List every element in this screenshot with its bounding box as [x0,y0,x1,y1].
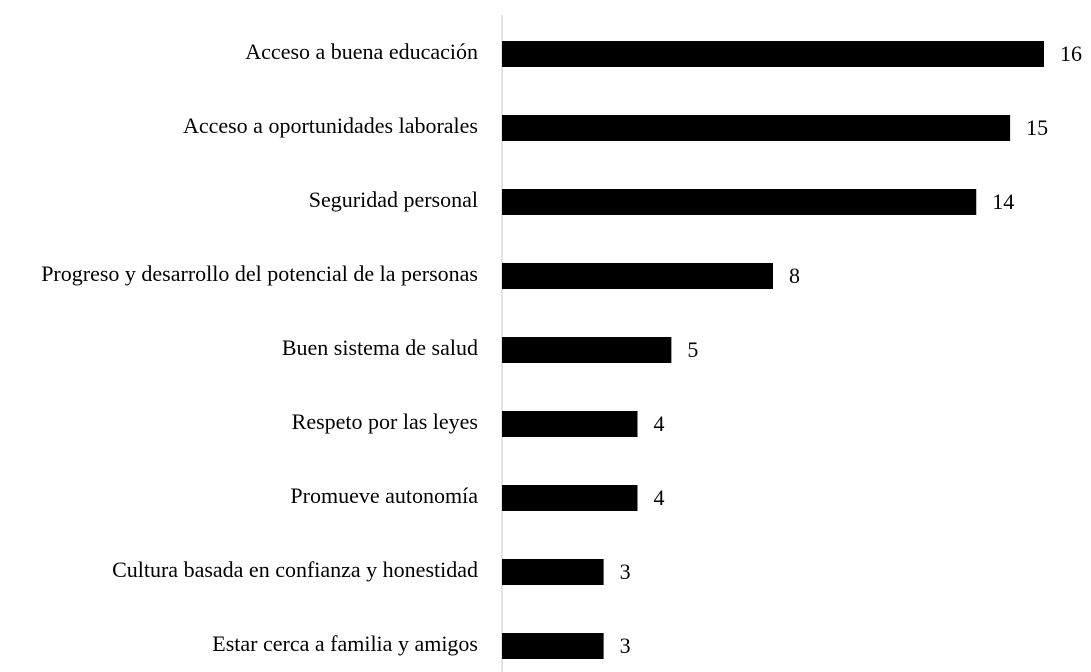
category-label: Acceso a oportunidades laborales [183,113,478,138]
category-label: Promueve autonomía [290,483,478,508]
value-label: 4 [654,411,665,436]
bar [502,263,773,289]
bar [502,411,638,437]
category-label: Respeto por las leyes [292,409,478,434]
category-label: Seguridad personal [309,187,478,212]
value-label: 3 [620,633,631,658]
bar [502,559,604,585]
category-label: Cultura basada en confianza y honestidad [112,557,478,582]
bar [502,633,604,659]
bar [502,189,977,215]
category-label: Estar cerca a familia y amigos [212,631,478,656]
value-label: 14 [992,189,1014,214]
category-label: Buen sistema de salud [282,335,478,360]
value-label: 8 [789,263,800,288]
value-label: 4 [654,485,665,510]
value-label: 3 [620,559,631,584]
category-label: Progreso y desarrollo del potencial de l… [41,261,478,286]
value-label: 16 [1060,41,1082,66]
bar [502,485,638,511]
value-label: 15 [1026,115,1048,140]
bar [502,337,672,363]
category-label: Acceso a buena educación [245,39,478,64]
value-label: 5 [687,337,698,362]
bar [502,115,1011,141]
bar [502,41,1044,67]
